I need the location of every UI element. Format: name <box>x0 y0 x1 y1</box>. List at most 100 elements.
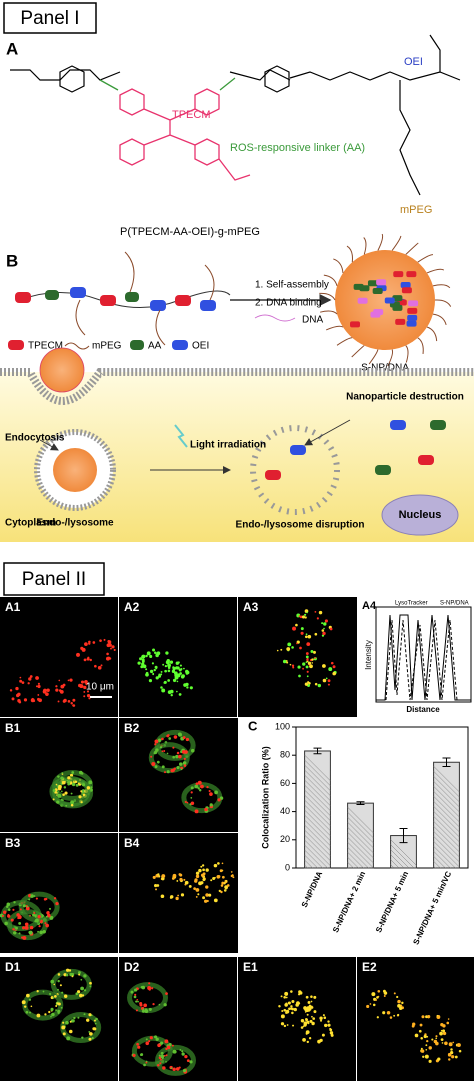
speckle <box>376 1016 379 1019</box>
speckle <box>130 990 134 994</box>
speckle <box>307 634 312 639</box>
speckle <box>189 1060 193 1064</box>
speckle <box>295 623 298 627</box>
np-unit <box>373 309 384 316</box>
hatch <box>347 856 359 869</box>
speckle <box>67 700 71 703</box>
speckle <box>450 1048 453 1051</box>
tpecm-structure <box>119 88 251 181</box>
speckle <box>63 786 67 789</box>
speckle <box>172 755 175 759</box>
y-tick-label: 40 <box>280 806 290 816</box>
peg-chain <box>417 337 424 355</box>
speckle <box>325 677 328 680</box>
micrograph <box>119 597 237 717</box>
speckle <box>90 1032 93 1035</box>
speckle <box>73 1016 76 1020</box>
speckle <box>179 664 182 667</box>
speckle <box>283 1008 287 1012</box>
speckle <box>164 669 167 673</box>
speckle <box>313 995 317 999</box>
speckle <box>79 684 84 689</box>
speckle <box>451 1055 455 1059</box>
speckle <box>97 666 102 670</box>
speckle <box>83 695 86 698</box>
speckle <box>57 973 61 976</box>
speckle <box>19 908 22 911</box>
speckle <box>293 1007 297 1012</box>
speckle <box>420 1047 423 1050</box>
speckle <box>447 1018 450 1020</box>
polymer-chain <box>15 251 231 346</box>
speckle <box>305 1032 308 1035</box>
speckle <box>425 1048 428 1051</box>
speckle <box>173 767 176 771</box>
speckle <box>393 992 396 995</box>
speckle <box>37 682 41 685</box>
speckle <box>426 1035 429 1038</box>
speckle <box>190 748 195 753</box>
speckle <box>203 899 208 903</box>
speckle <box>23 1005 27 1008</box>
speckle <box>165 1054 168 1057</box>
speckle <box>311 662 314 664</box>
speckle <box>287 1001 291 1005</box>
speckle <box>286 661 289 664</box>
speckle <box>444 1041 448 1046</box>
speckle <box>148 1040 151 1043</box>
speckle <box>226 884 230 887</box>
speckle <box>113 648 116 652</box>
speckle <box>21 1000 26 1005</box>
peg-chain <box>368 349 379 365</box>
hatch <box>347 851 364 869</box>
speckle <box>50 1015 52 1018</box>
speckle <box>382 989 386 993</box>
speckle <box>306 642 311 647</box>
hatch <box>347 826 374 854</box>
speckle <box>83 658 87 662</box>
speckle <box>34 918 39 923</box>
speckle <box>55 1009 57 1012</box>
speckle <box>397 999 401 1004</box>
np-unit <box>395 318 406 325</box>
hatch <box>433 766 460 793</box>
speckle <box>198 868 202 873</box>
panel-label: D2 <box>124 960 140 974</box>
micrograph <box>357 957 474 1081</box>
speckle <box>90 786 93 789</box>
speckle <box>306 1040 310 1044</box>
speckle <box>205 868 209 872</box>
speckle <box>181 750 186 754</box>
speckle <box>29 1011 31 1014</box>
speckle <box>162 663 165 666</box>
speckle <box>209 792 213 796</box>
speckle <box>221 862 224 865</box>
hatch <box>304 834 331 861</box>
speckle <box>46 688 50 692</box>
speckle <box>81 994 85 997</box>
speckle <box>183 764 187 767</box>
speckle <box>13 931 17 935</box>
speckle <box>182 1068 187 1073</box>
speckle <box>152 648 156 652</box>
speckle <box>435 1035 438 1038</box>
speckle <box>154 743 157 746</box>
speckle <box>179 877 183 882</box>
speckle <box>321 1033 325 1037</box>
speckle <box>185 737 190 742</box>
speckle <box>76 652 80 657</box>
speckle <box>62 799 64 802</box>
panel-label: A1 <box>5 600 21 614</box>
speckle <box>452 1041 455 1044</box>
speckle <box>291 646 294 649</box>
peg-chain <box>432 284 451 289</box>
legend: TPECM mPEG AA OEI <box>8 340 209 352</box>
speckle <box>327 1023 331 1027</box>
speckle <box>210 879 213 882</box>
speckle <box>77 1016 80 1019</box>
label: 1. Self-assembly <box>255 280 329 291</box>
speckle <box>141 1009 145 1013</box>
micrographs: A1 A2 A3 B1 B2 B3 B4 D1 D2 E1 E2 <box>0 597 474 1081</box>
speckle <box>158 673 161 676</box>
panel-box <box>3 562 105 596</box>
